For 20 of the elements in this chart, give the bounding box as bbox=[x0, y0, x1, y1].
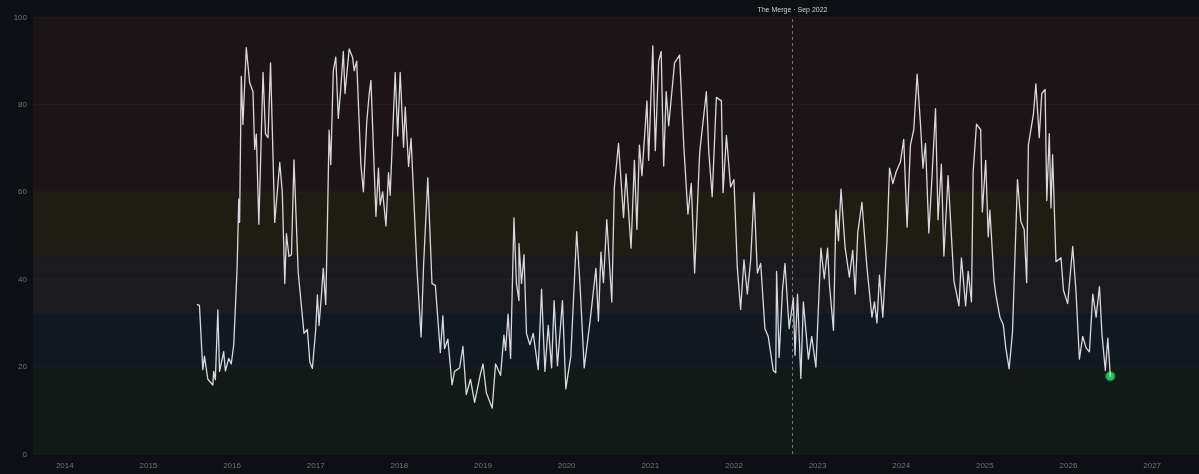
x-tick-label: 2019 bbox=[474, 461, 493, 470]
x-tick-label: 2017 bbox=[306, 461, 326, 470]
x-tick-label: 2025 bbox=[975, 461, 995, 470]
y-tick-label: 20 bbox=[18, 362, 28, 372]
x-tick-label: 2020 bbox=[557, 461, 577, 470]
x-tick-label: 2026 bbox=[1059, 461, 1078, 470]
x-tick-label: 2016 bbox=[223, 461, 242, 470]
y-tick-label: 100 bbox=[13, 12, 28, 22]
y-tick-label: 60 bbox=[18, 187, 28, 197]
x-tick-label: 2015 bbox=[139, 461, 158, 470]
x-tick-label: 2027 bbox=[1143, 461, 1162, 470]
x-tick-label: 2021 bbox=[641, 461, 660, 470]
x-tick-label: 2023 bbox=[808, 461, 828, 470]
x-tick-label: 2014 bbox=[55, 461, 75, 470]
x-tick-label: 2024 bbox=[892, 461, 911, 470]
y-tick-label: 40 bbox=[18, 274, 28, 284]
y-tick-label: 80 bbox=[18, 99, 28, 109]
x-tick-label: 2022 bbox=[725, 461, 744, 470]
y-tick-label: 0 bbox=[22, 449, 28, 459]
x-tick-label: 2018 bbox=[390, 461, 409, 470]
